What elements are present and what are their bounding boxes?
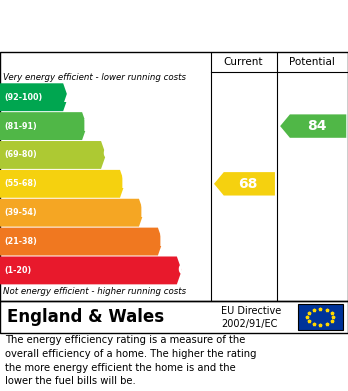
Text: 68: 68: [238, 177, 258, 191]
Polygon shape: [0, 199, 144, 227]
Text: A: A: [64, 90, 76, 105]
Text: The energy efficiency rating is a measure of the
overall efficiency of a home. T: The energy efficiency rating is a measur…: [5, 335, 257, 386]
Text: EU Directive
2002/91/EC: EU Directive 2002/91/EC: [221, 305, 281, 329]
Polygon shape: [0, 170, 125, 198]
Text: (39-54): (39-54): [4, 208, 37, 217]
Text: B: B: [83, 118, 94, 134]
Text: C: C: [102, 147, 113, 162]
Text: F: F: [159, 234, 169, 249]
Text: Very energy efficient - lower running costs: Very energy efficient - lower running co…: [3, 73, 187, 82]
Text: (92-100): (92-100): [4, 93, 42, 102]
Text: (81-91): (81-91): [4, 122, 37, 131]
Text: 84: 84: [307, 119, 326, 133]
Text: Potential: Potential: [290, 57, 335, 66]
Bar: [298, 304, 343, 330]
Text: G: G: [177, 263, 190, 278]
Text: (21-38): (21-38): [4, 237, 37, 246]
Polygon shape: [0, 83, 68, 111]
Text: Not energy efficient - higher running costs: Not energy efficient - higher running co…: [3, 287, 187, 296]
Polygon shape: [280, 115, 346, 138]
Polygon shape: [0, 256, 182, 284]
Polygon shape: [0, 112, 87, 140]
Text: (69-80): (69-80): [4, 151, 37, 160]
Polygon shape: [0, 141, 106, 169]
Text: E: E: [140, 205, 150, 220]
Text: (55-68): (55-68): [4, 179, 37, 188]
Text: Current: Current: [224, 57, 263, 66]
Text: (1-20): (1-20): [4, 266, 31, 275]
Text: Energy Efficiency Rating: Energy Efficiency Rating: [10, 18, 213, 33]
Text: D: D: [121, 176, 133, 191]
Polygon shape: [214, 172, 275, 196]
Text: England & Wales: England & Wales: [7, 308, 164, 326]
Polygon shape: [0, 228, 163, 255]
